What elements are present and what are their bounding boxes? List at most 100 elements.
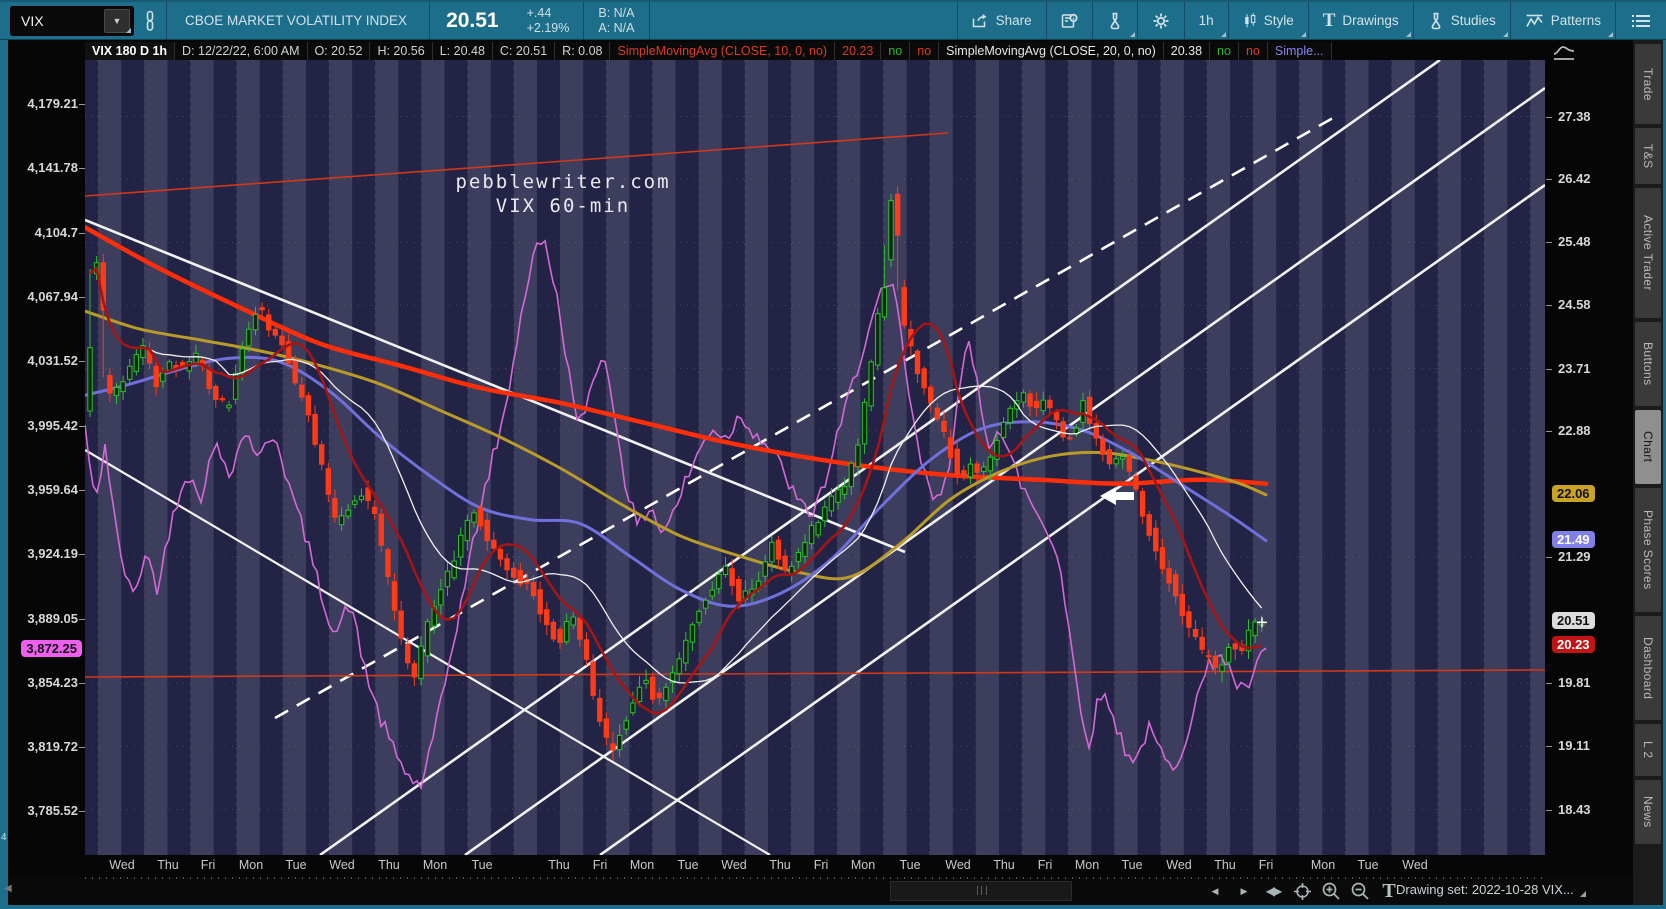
link-button[interactable]: [134, 2, 166, 39]
axis-tickmark: [1546, 431, 1552, 432]
chart-plot-area[interactable]: pebblewriter.com VIX 60-min: [85, 60, 1545, 855]
right-axis-price-badge: 22.06: [1552, 485, 1595, 502]
right-axis-price-badge: 20.23: [1552, 636, 1595, 653]
zoom-out-icon[interactable]: [1350, 881, 1370, 901]
tab-dashboard[interactable]: Dashboard: [1635, 616, 1661, 720]
flask-icon: [1428, 12, 1444, 30]
chart-settings-icon[interactable]: [1551, 42, 1577, 64]
symbol-combobox[interactable]: VIX ▼: [10, 5, 134, 36]
patterns-button[interactable]: Patterns: [1509, 2, 1615, 39]
news-icon: [1061, 13, 1078, 29]
axis-tickmark: [79, 361, 85, 362]
drawings-button[interactable]: T Drawings: [1307, 2, 1413, 39]
tab-chart[interactable]: Chart: [1635, 410, 1661, 484]
axis-tickmark: [79, 426, 85, 427]
tab-trade[interactable]: Trade: [1635, 44, 1661, 124]
tab-active-trader[interactable]: Active Trader: [1635, 188, 1661, 318]
study-sma20-value: 20.38: [1163, 42, 1211, 60]
time-axis-label: Tue: [899, 858, 921, 872]
tab-phase-scores[interactable]: Phase Scores: [1635, 488, 1661, 612]
share-button[interactable]: Share: [956, 2, 1046, 39]
bid-ask-block: B: N/A A: N/A: [584, 2, 648, 39]
zoom-in-icon[interactable]: [1321, 881, 1341, 901]
settings-button[interactable]: [1136, 2, 1184, 39]
top-toolbar: VIX ▼ CBOE MARKET VOLATILITY INDEX 20.51…: [0, 0, 1666, 40]
right-axis-label: 19.81: [1558, 675, 1591, 690]
share-icon: [972, 13, 989, 28]
menu-button[interactable]: [1615, 2, 1666, 39]
last-price: 20.51: [446, 8, 499, 32]
left-axis-label: 3,924.19: [27, 546, 78, 561]
quote-area: CBOE MARKET VOLATILITY INDEX 20.51 +.44 …: [167, 1, 650, 40]
workspace-tag: 4: [1, 832, 7, 843]
chevron-down-icon: ▼: [112, 15, 122, 26]
studies-label: Studies: [1450, 13, 1496, 28]
axis-tickmark: [1546, 242, 1552, 243]
time-axis-label: Fri: [1037, 858, 1053, 872]
events-button[interactable]: [1045, 2, 1092, 39]
tab-buttons[interactable]: Buttons: [1635, 322, 1661, 406]
time-axis-label: Fri: [592, 858, 608, 872]
studies-button[interactable]: Studies: [1412, 2, 1510, 39]
change-block: +.44 +2.19%: [513, 2, 584, 39]
time-axis-label: Thu: [769, 858, 791, 872]
study-more-label[interactable]: Simple...: [1267, 42, 1332, 60]
time-axis-label: Mon: [422, 858, 448, 872]
axis-tickmark: [1546, 746, 1552, 747]
symbol-dropdown-button[interactable]: ▼: [104, 8, 130, 33]
scrollbar-grip[interactable]: [977, 886, 987, 895]
left-axis-label: 4,179.21: [27, 96, 78, 111]
pan-left-icon[interactable]: ◀: [1211, 885, 1219, 896]
time-axis-label: Tue: [1121, 858, 1143, 872]
tab-t-s[interactable]: T&S: [1635, 128, 1661, 184]
study-sma10-flag1: no: [881, 42, 911, 60]
study-sma10-label[interactable]: SimpleMovingAvg (CLOSE, 10, 0, no): [610, 42, 836, 60]
candlestick-icon: [1243, 12, 1257, 30]
axis-tickmark: [79, 104, 85, 105]
time-axis-label: Fri: [200, 858, 216, 872]
crosshair-icon[interactable]: [1292, 881, 1312, 901]
right-axis-price-badge: 20.51: [1552, 612, 1595, 629]
time-axis-label: Tue: [471, 858, 493, 872]
tab-l-2[interactable]: L 2: [1635, 724, 1661, 776]
ask-value: A: N/A: [598, 20, 635, 35]
style-button[interactable]: Style: [1227, 2, 1308, 39]
text-note-icon[interactable]: T: [1382, 879, 1396, 902]
time-axis-label: Mon: [850, 858, 876, 872]
time-axis-label: Mon: [238, 858, 264, 872]
drawings-label: Drawings: [1342, 13, 1399, 28]
tests-button[interactable]: [1091, 2, 1137, 39]
right-axis-label: 24.58: [1558, 297, 1591, 312]
time-axis-label: Wed: [721, 858, 747, 872]
time-axis-label: Wed: [1402, 858, 1428, 872]
pan-left-edge-icon[interactable]: ◀: [4, 883, 12, 894]
left-axis-label: 4,141.78: [27, 160, 78, 175]
time-axis-label: Wed: [1166, 858, 1192, 872]
expand-horizontal-icon[interactable]: ◀▶: [1265, 884, 1282, 898]
study-sma10-value: 20.23: [835, 42, 882, 60]
right-axis-label: 21.29: [1558, 549, 1591, 564]
horizontal-scrollbar[interactable]: [890, 881, 1072, 901]
timeframe-button[interactable]: 1h: [1183, 2, 1228, 39]
menu-icon: [1632, 14, 1650, 28]
study-sma20-label[interactable]: SimpleMovingAvg (CLOSE, 20, 0, no): [939, 42, 1164, 60]
toolbar-divider: [166, 1, 167, 40]
study-sma20-flag1: no: [1210, 42, 1239, 60]
patterns-label: Patterns: [1550, 13, 1601, 28]
left-axis-label: 3,819.72: [27, 739, 78, 754]
pan-right-icon[interactable]: ▶: [1240, 885, 1248, 896]
left-axis-label: 4,031.52: [27, 353, 78, 368]
time-axis-label: Fri: [1258, 858, 1274, 872]
change-percent: +2.19%: [526, 20, 570, 35]
right-axis-label: 27.38: [1558, 109, 1591, 124]
time-axis-label: Thu: [157, 858, 179, 872]
timeframe-label: 1h: [1198, 13, 1214, 28]
axis-tickmark: [1546, 179, 1552, 180]
symbol-value: VIX: [21, 12, 44, 29]
header-low: L: 20.48: [432, 42, 493, 60]
drawing-set-selector[interactable]: Drawing set: 2022-10-28 VIX...: [1396, 882, 1586, 897]
tab-news[interactable]: News: [1635, 780, 1661, 844]
axis-tickmark: [79, 747, 85, 748]
time-axis-label: Thu: [1214, 858, 1236, 872]
axis-tickmark: [1546, 117, 1552, 118]
